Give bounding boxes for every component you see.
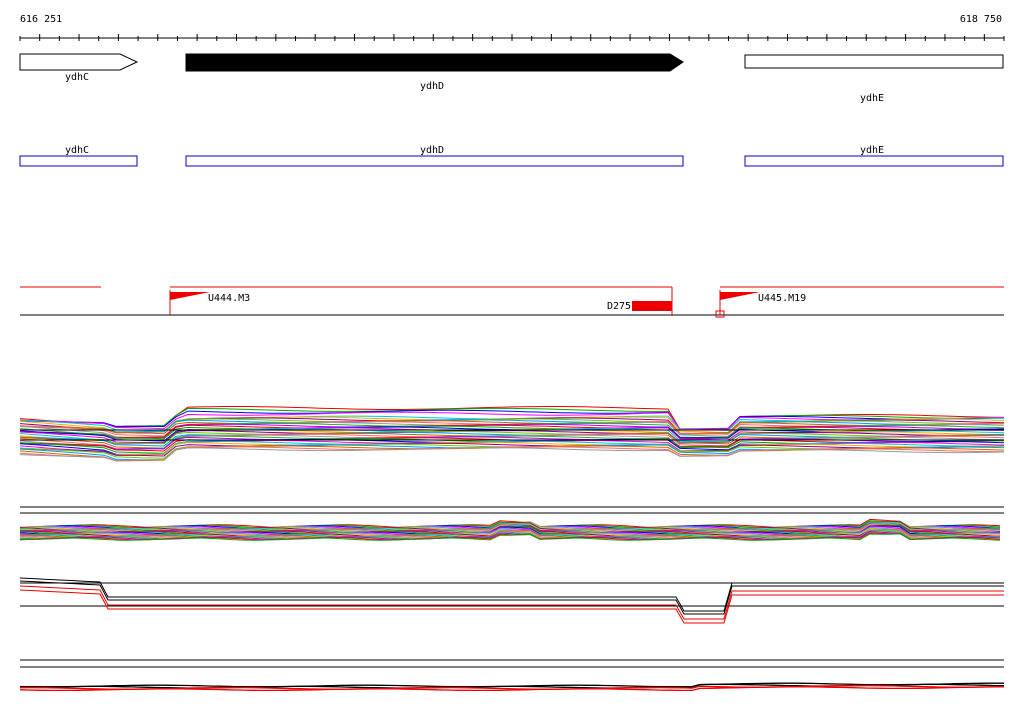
signal-line: [19, 446, 1005, 462]
signal-line: [19, 585, 1004, 620]
signal-line: [19, 442, 1005, 457]
gene-box: [744, 54, 1004, 69]
signal-line: [19, 440, 1004, 456]
ruler-start: 616 251: [20, 14, 62, 25]
signal-line: [19, 424, 1005, 440]
signal-line: [19, 533, 1001, 541]
feature-label: U444.M3: [208, 293, 250, 304]
signal-line: [19, 589, 1004, 624]
box-label: ydhC: [65, 145, 89, 156]
signal-line: [19, 447, 1005, 461]
signal-line: [19, 686, 1004, 692]
signal-line: [19, 423, 1004, 440]
feature-block: [632, 301, 672, 311]
ruler: 616 251 618 750: [19, 14, 1005, 41]
signal-line: [19, 418, 1005, 435]
signal-line: [19, 580, 1004, 615]
feature-label: U445.M19: [758, 293, 806, 304]
signal-line: [19, 430, 1005, 445]
gene-label: ydhC: [65, 72, 89, 83]
flag: [720, 292, 760, 300]
box-label: ydhD: [420, 145, 444, 156]
gene-label: ydhE: [860, 93, 884, 104]
signal-line: [19, 409, 1005, 431]
signal-line: [19, 435, 1005, 450]
signal-line: [19, 429, 1005, 445]
marker: [715, 310, 725, 318]
ruler-end: 618 750: [960, 14, 1002, 25]
signal-line: [19, 407, 1005, 431]
flag: [170, 292, 210, 300]
signal-line: [19, 419, 1005, 435]
box-track: ydhC ydhD ydhE: [19, 145, 1004, 167]
gene-arrow: [185, 53, 684, 72]
gene-track: ydhC ydhD ydhE: [19, 53, 1004, 104]
box-label: ydhE: [860, 145, 884, 156]
feature-track: U444.M3 D275 U445.M19: [20, 286, 1004, 318]
feature-label: D275: [607, 301, 631, 312]
signal-line: [19, 577, 1004, 612]
gene-box: [19, 155, 138, 167]
gene-box: [744, 155, 1004, 167]
gene-label: ydhD: [420, 81, 444, 92]
gene-arrow: [19, 53, 139, 71]
signal-line: [19, 420, 1005, 435]
signal-tracks: [19, 406, 1005, 692]
signal-line: [19, 406, 1005, 430]
gene-box: [185, 155, 684, 167]
signal-line: [19, 441, 1005, 456]
